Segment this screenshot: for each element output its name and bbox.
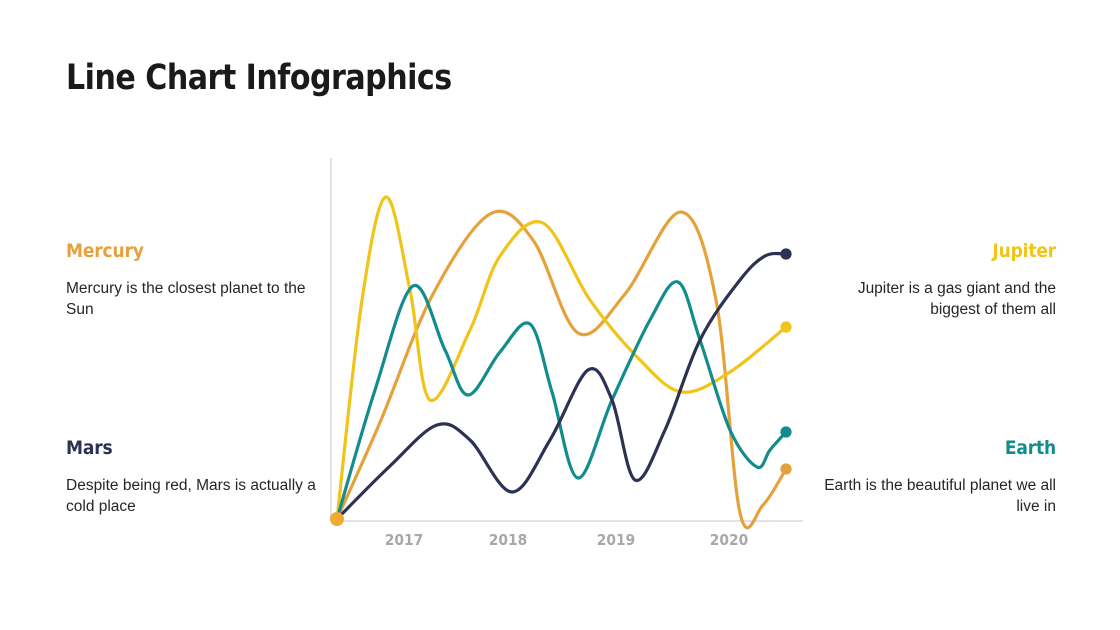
legend-block-mercury: Mercury Mercury is the closest planet to…	[66, 240, 316, 320]
series-line-mars	[335, 251, 788, 521]
chart-markers	[330, 248, 792, 526]
page-title: Line Chart Infographics	[66, 58, 452, 98]
series-end-marker-mars	[780, 248, 792, 260]
series-line-jupiter	[335, 195, 788, 521]
legend-title-jupiter: Jupiter	[992, 240, 1056, 262]
legend-block-jupiter: Jupiter Jupiter is a gas giant and the b…	[806, 240, 1056, 320]
legend-block-earth: Earth Earth is the beautiful planet we a…	[806, 437, 1056, 517]
legend-title-mercury: Mercury	[66, 240, 144, 262]
chart-series	[335, 195, 788, 530]
legend-description-jupiter: Jupiter is a gas giant and the biggest o…	[857, 280, 1056, 318]
legend-description-earth: Earth is the beautiful planet we all liv…	[824, 477, 1056, 515]
x-axis-tick-2019: 2019	[596, 531, 636, 549]
series-line-earth	[335, 280, 788, 521]
series-end-marker-mercury	[780, 463, 792, 475]
legend-description-mercury: Mercury is the closest planet to the Sun	[66, 280, 306, 318]
series-line-mercury	[335, 209, 788, 530]
legend-block-mars: Mars Despite being red, Mars is actually…	[66, 437, 316, 517]
legend-title-earth: Earth	[1004, 437, 1056, 459]
legend-description-mars: Despite being red, Mars is actually a co…	[66, 477, 316, 515]
x-axis-tick-2017: 2017	[384, 531, 424, 549]
x-axis-tick-2018: 2018	[488, 531, 528, 549]
series-end-marker-jupiter	[780, 321, 792, 333]
series-end-marker-earth	[780, 426, 792, 438]
legend-title-mars: Mars	[66, 437, 113, 459]
origin-marker	[330, 512, 344, 526]
x-axis-tick-2020: 2020	[709, 531, 749, 549]
chart-axes	[330, 158, 803, 522]
